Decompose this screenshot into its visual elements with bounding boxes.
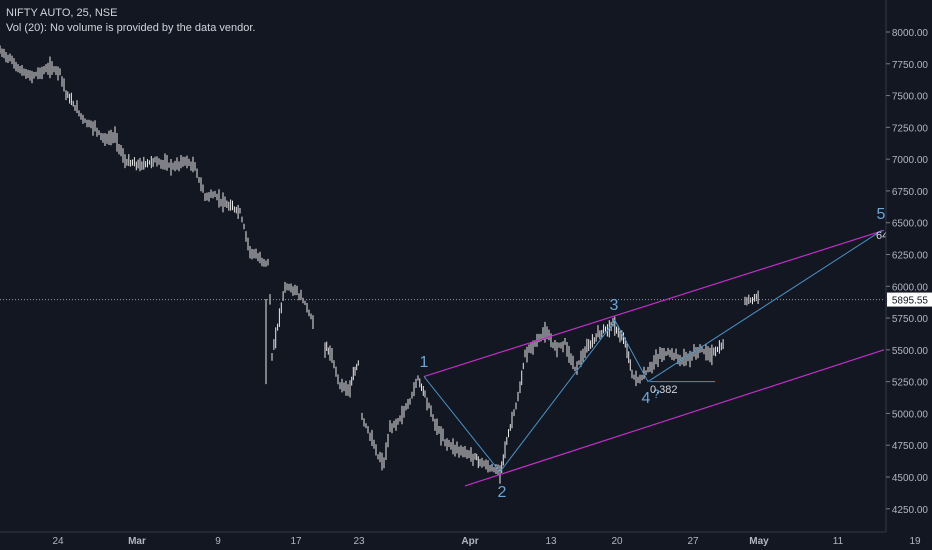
- price-tick-label: 5750.00: [892, 314, 929, 325]
- time-tick-label: May: [749, 536, 769, 547]
- price-tick-label: 8000.00: [892, 28, 929, 39]
- current-price-label: 5895.55: [892, 296, 929, 307]
- wave-label-5: 5: [877, 206, 886, 223]
- chart-title: NIFTY AUTO, 25, NSE: [6, 7, 118, 19]
- price-tick-label: 4500.00: [892, 473, 929, 484]
- fib-label: 0.382: [650, 384, 678, 396]
- time-tick-label: 27: [687, 536, 699, 547]
- wave-label-2: 2: [498, 484, 507, 501]
- wave-labels: 1 2 3 4 5?0.382 64: [420, 206, 889, 501]
- channel-lower-line: [464, 349, 885, 487]
- price-tick-label: 5500.00: [892, 346, 929, 357]
- price-tick-label: 6250.00: [892, 251, 929, 262]
- price-tick-label: 4750.00: [892, 441, 929, 452]
- time-tick-label: Apr: [461, 536, 478, 547]
- current-price-tag: [887, 292, 932, 307]
- price-tick-label: 7250.00: [892, 123, 929, 134]
- price-tick-label: 6500.00: [892, 219, 929, 230]
- time-tick-label: 19: [909, 536, 921, 547]
- time-tick-label: 11: [833, 536, 844, 547]
- time-tick-label: 9: [215, 536, 221, 547]
- wave-label-1: 1: [420, 354, 429, 371]
- channel-upper-line: [423, 229, 885, 378]
- wave-label-3: 3: [610, 297, 619, 314]
- price-tick-label: 6000.00: [892, 282, 929, 293]
- wave-label-4: 4: [642, 390, 651, 407]
- time-tick-label: 13: [545, 536, 557, 547]
- drawing-lines: [0, 229, 885, 487]
- volume-note: Vol (20): No volume is provided by the d…: [6, 22, 256, 34]
- price-series: [0, 45, 759, 484]
- time-tick-label: 23: [353, 536, 365, 547]
- price-axis-bg: [886, 0, 932, 550]
- time-tick-label: Mar: [128, 536, 146, 547]
- price-tick-label: 5250.00: [892, 378, 929, 389]
- time-tick-label: 17: [290, 536, 302, 547]
- wave5-value-label: 64: [876, 230, 888, 242]
- wave4-question: ?: [653, 387, 660, 401]
- wave-path: [423, 229, 883, 473]
- time-tick-label: 24: [52, 536, 64, 547]
- price-tick-label: 7500.00: [892, 92, 929, 103]
- price-tick-label: 6750.00: [892, 187, 929, 198]
- price-tick-label: 4250.00: [892, 505, 929, 516]
- price-tick-label: 7750.00: [892, 60, 929, 71]
- price-tick-label: 5000.00: [892, 409, 929, 420]
- price-tick-label: 7000.00: [892, 155, 929, 166]
- time-tick-label: 20: [611, 536, 623, 547]
